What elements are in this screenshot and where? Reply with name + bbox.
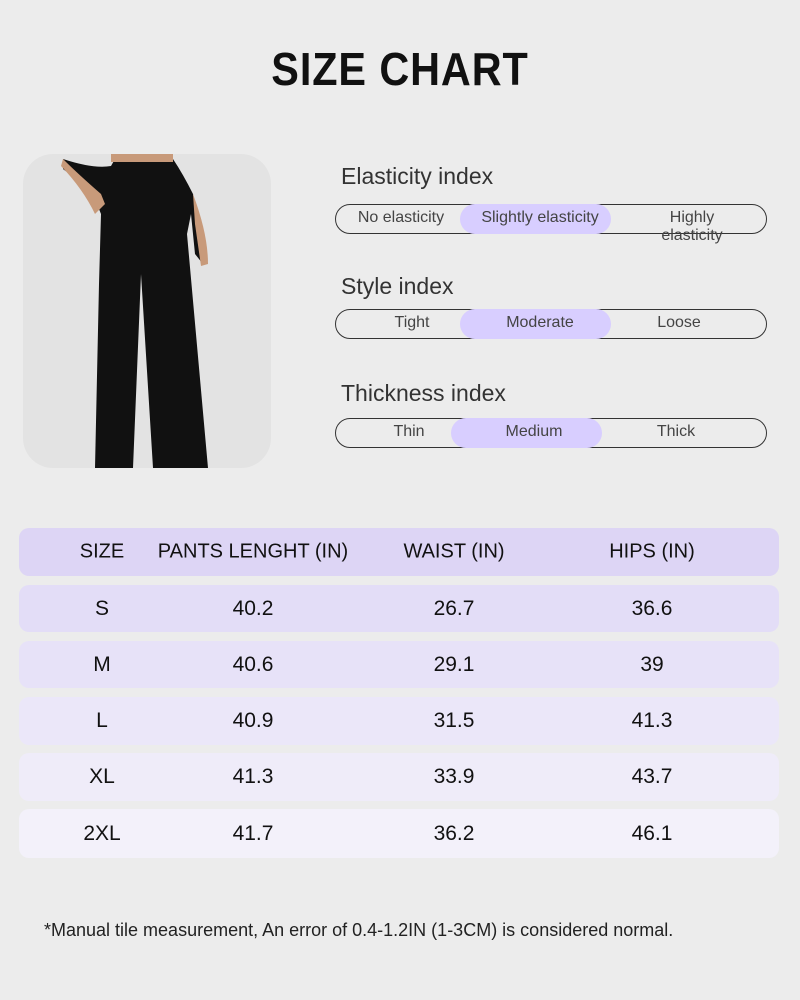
index-option: No elasticity	[357, 209, 445, 226]
table-cell: 41.7	[232, 821, 274, 845]
table-cell: PANTS LENGHT (IN)	[157, 540, 349, 563]
table-cell: WAIST (IN)	[403, 540, 505, 563]
table-cell: L	[96, 709, 108, 732]
selected-highlight	[451, 418, 602, 448]
index-option: Loose	[657, 314, 701, 331]
table-cell: 33.9	[433, 765, 475, 788]
table-cell: 40.6	[232, 652, 274, 676]
index-option: Thin	[393, 423, 425, 440]
page-title: SIZE CHART	[271, 43, 529, 95]
index-scale: Thin Medium Thick	[335, 418, 767, 448]
index-option: Highly elasticity	[661, 209, 723, 244]
index-label: Thickness index	[341, 380, 506, 406]
table-cell: 2XL	[83, 821, 121, 845]
selected-highlight	[460, 204, 611, 234]
table-row: S 40.2 26.7 36.6	[19, 585, 779, 632]
table-cell: 26.7	[433, 596, 475, 620]
measurement-note: *Manual tile measurement, An error of 0.…	[44, 920, 674, 940]
table-cell: 46.1	[631, 821, 673, 845]
table-cell: 31.5	[433, 709, 475, 732]
table-row: 2XL 41.7 36.2 46.1	[19, 809, 779, 858]
table-cell: 39	[640, 652, 664, 676]
table-cell: XL	[89, 765, 115, 788]
table-row: M 40.6 29.1 39	[19, 641, 779, 688]
product-photo	[23, 154, 271, 468]
table-cell: 43.7	[631, 765, 673, 788]
index-option: Tight	[394, 314, 430, 331]
index-label: Style index	[341, 273, 454, 299]
table-cell: 36.2	[433, 821, 475, 845]
index-option: Medium	[505, 423, 563, 440]
table-cell: SIZE	[79, 540, 125, 563]
table-cell: 40.2	[232, 596, 274, 620]
table-header: SIZE PANTS LENGHT (IN) WAIST (IN) HIPS (IN)	[19, 528, 779, 576]
table-cell: HIPS (IN)	[609, 540, 695, 563]
table-cell: 41.3	[232, 765, 274, 788]
index-label: Elasticity index	[341, 163, 494, 189]
table-cell: M	[93, 652, 111, 676]
index-option: Thick	[656, 423, 696, 440]
table-cell: 41.3	[631, 709, 673, 732]
table-cell: S	[94, 596, 110, 620]
selected-highlight	[460, 309, 611, 339]
index-scale: Tight Moderate Loose	[335, 309, 767, 339]
table-row: XL 41.3 33.9 43.7	[19, 753, 779, 801]
table-cell: 29.1	[433, 652, 475, 676]
table-cell: 36.6	[631, 596, 673, 620]
table-row: L 40.9 31.5 41.3	[19, 697, 779, 745]
index-option: Slightly elasticity	[481, 209, 599, 226]
index-option: Moderate	[506, 314, 574, 331]
index-scale: No elasticity Slightly elasticity Highly e…	[335, 204, 767, 244]
table-cell: 40.9	[232, 709, 274, 732]
